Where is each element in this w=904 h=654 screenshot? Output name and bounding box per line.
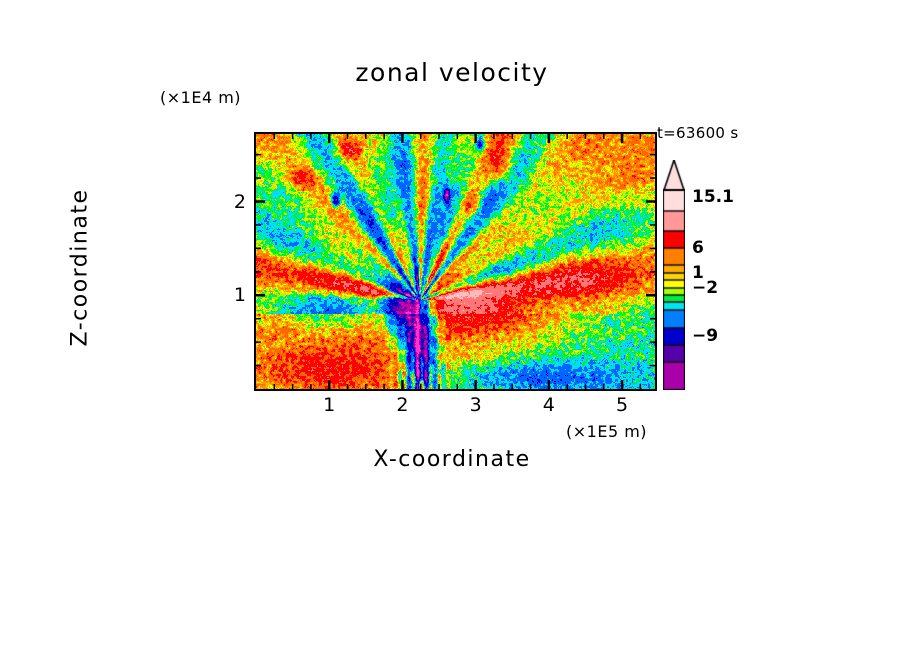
x-tick-label: 2 xyxy=(396,394,409,416)
colorbar-tick-label: −2 xyxy=(692,278,719,298)
x-axis-units-label: (×1E5 m) xyxy=(566,422,648,441)
y-tick-label: 2 xyxy=(233,190,246,213)
colorbar-tick-label: 6 xyxy=(692,238,704,258)
x-tick-label: 3 xyxy=(469,394,482,416)
y-axis-title: Z-coordinate xyxy=(67,188,93,347)
contour-plot-area xyxy=(254,132,657,391)
colorbar-tick-label: 15.1 xyxy=(692,187,734,207)
y-tick-label: 1 xyxy=(233,284,246,307)
colorbar-tick-label: 1 xyxy=(692,263,704,283)
x-axis-title: X-coordinate xyxy=(373,447,531,472)
colorbar xyxy=(663,160,685,390)
velocity-field-heatmap xyxy=(256,134,655,389)
colorbar-gradient xyxy=(663,160,685,390)
timestamp-annotation: t=63600 s xyxy=(657,124,739,142)
x-tick-label: 4 xyxy=(542,394,555,416)
x-tick-label: 5 xyxy=(616,394,629,416)
page-title: zonal velocity xyxy=(355,58,549,87)
x-tick-label: 1 xyxy=(323,394,336,416)
y-axis-units-label: (×1E4 m) xyxy=(160,88,242,107)
colorbar-tick-label: −9 xyxy=(692,326,719,346)
